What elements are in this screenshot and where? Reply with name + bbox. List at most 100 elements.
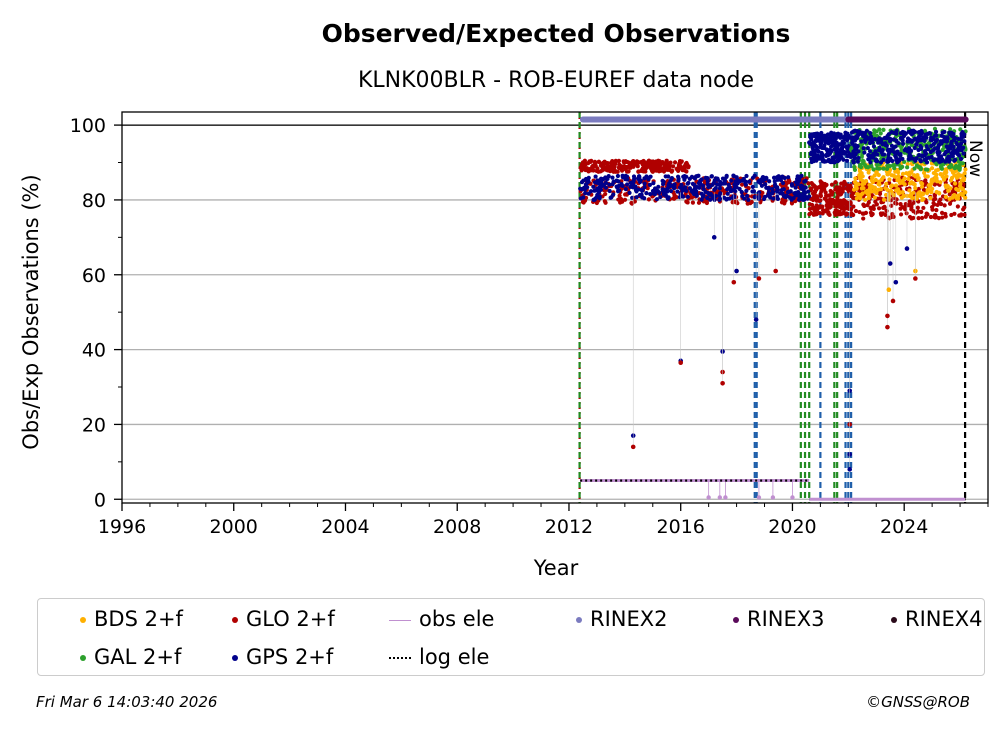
data-point xyxy=(777,175,782,180)
data-point xyxy=(895,178,900,183)
data-point xyxy=(929,190,934,195)
data-point xyxy=(915,139,920,144)
data-point xyxy=(895,149,900,154)
data-point xyxy=(919,184,925,189)
data-point xyxy=(739,182,745,187)
data-point xyxy=(646,197,652,202)
data-point xyxy=(692,176,698,181)
data-point xyxy=(928,195,933,201)
data-point xyxy=(952,158,957,163)
data-point xyxy=(858,177,863,182)
data-point xyxy=(620,173,625,178)
data-point xyxy=(900,178,905,183)
data-point xyxy=(810,146,815,151)
data-point xyxy=(942,138,948,144)
data-point xyxy=(579,180,585,185)
data-point xyxy=(861,146,866,151)
data-point xyxy=(822,143,827,148)
data-point xyxy=(835,134,840,139)
data-point xyxy=(949,164,954,169)
data-point xyxy=(919,131,924,136)
data-point xyxy=(745,201,750,206)
data-point xyxy=(642,185,647,190)
data-point xyxy=(850,195,856,201)
data-point xyxy=(916,186,921,192)
data-point xyxy=(636,169,641,174)
data-point xyxy=(952,165,957,171)
data-point xyxy=(724,173,729,178)
data-point xyxy=(756,276,762,281)
data-point xyxy=(701,187,706,192)
data-point xyxy=(961,207,966,212)
data-point xyxy=(809,150,814,155)
data-point xyxy=(926,187,931,192)
data-point xyxy=(905,136,911,141)
data-point xyxy=(744,188,749,193)
legend-marker xyxy=(389,619,411,621)
data-point xyxy=(876,172,881,178)
data-point xyxy=(829,201,834,206)
data-point xyxy=(611,160,616,166)
legend-item: obs ele xyxy=(389,607,494,631)
data-point xyxy=(962,139,967,144)
data-point xyxy=(881,175,886,180)
data-point xyxy=(865,188,870,194)
data-point xyxy=(678,360,684,365)
data-point xyxy=(818,193,823,199)
data-point xyxy=(900,138,905,143)
data-point xyxy=(947,201,953,206)
data-point xyxy=(878,139,883,144)
data-point xyxy=(904,246,910,251)
data-point xyxy=(878,160,884,165)
legend-label: GAL 2+f xyxy=(94,645,182,669)
data-point xyxy=(609,164,615,169)
data-point xyxy=(720,380,725,386)
data-point xyxy=(681,186,686,191)
data-point xyxy=(745,193,750,199)
data-point xyxy=(712,197,717,202)
data-point xyxy=(959,141,964,146)
data-point xyxy=(579,187,584,192)
data-point xyxy=(869,136,875,142)
data-point xyxy=(955,204,960,209)
data-point xyxy=(933,168,939,173)
data-point xyxy=(862,150,867,155)
data-point xyxy=(896,174,901,179)
data-point xyxy=(811,195,816,200)
data-point xyxy=(851,159,856,164)
data-point xyxy=(840,185,845,191)
data-point xyxy=(820,187,825,192)
data-point xyxy=(616,179,621,184)
data-point xyxy=(907,214,913,220)
data-point xyxy=(743,182,748,187)
data-point xyxy=(639,187,644,192)
data-point xyxy=(669,169,674,174)
data-point xyxy=(893,188,899,193)
data-point xyxy=(923,132,928,137)
legend: BDS 2+f GLO 2+f obs ele RINEX2 RINEX3 RINEX4 G… xyxy=(37,598,985,676)
data-point xyxy=(830,190,835,195)
data-point xyxy=(643,169,648,174)
data-point xyxy=(898,212,904,217)
data-point xyxy=(626,164,631,170)
data-point xyxy=(844,206,850,211)
data-point xyxy=(924,200,929,205)
data-point xyxy=(936,152,941,157)
data-point xyxy=(685,194,690,199)
data-point xyxy=(827,193,832,198)
data-point xyxy=(869,164,874,169)
data-point xyxy=(654,197,660,202)
data-point xyxy=(665,189,670,194)
data-point xyxy=(731,199,736,204)
legend-label: RINEX2 xyxy=(590,607,668,631)
data-point xyxy=(599,181,604,186)
data-point xyxy=(734,199,739,204)
data-point xyxy=(610,175,615,180)
data-point xyxy=(893,279,899,285)
data-point xyxy=(844,211,849,216)
data-point xyxy=(779,200,785,205)
data-point xyxy=(892,130,897,135)
data-point xyxy=(859,139,864,144)
data-point xyxy=(818,145,823,150)
data-point xyxy=(711,180,716,186)
